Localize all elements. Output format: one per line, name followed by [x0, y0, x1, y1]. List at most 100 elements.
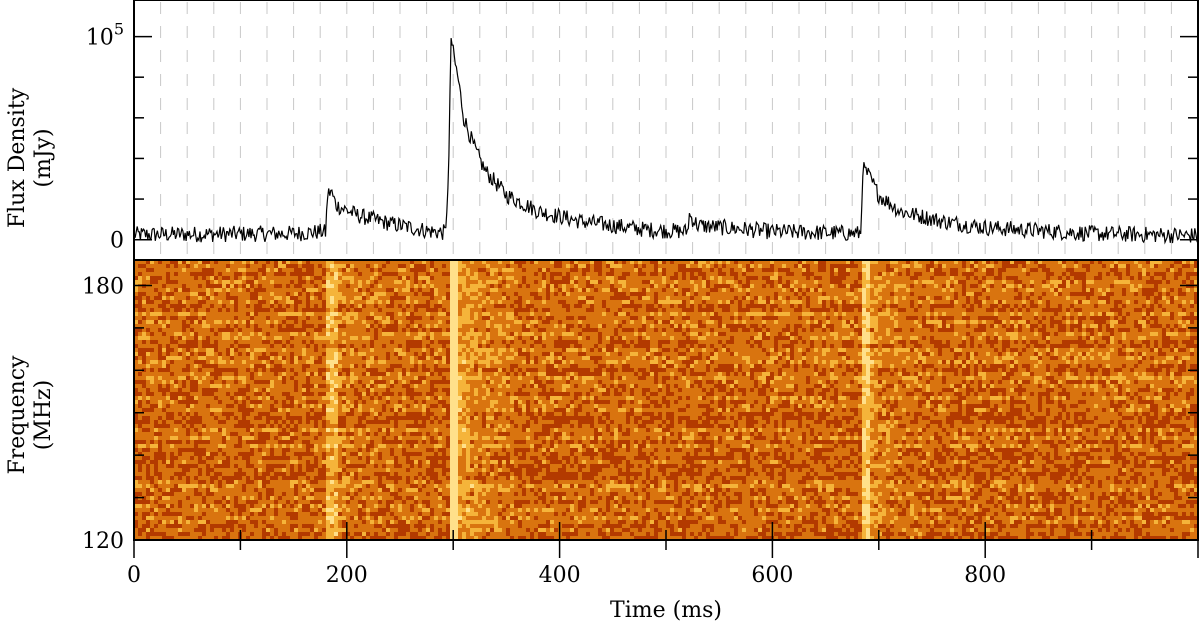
heatmap-cell [386, 476, 390, 480]
heatmap-cell [246, 268, 250, 272]
heatmap-cell [150, 524, 154, 528]
heatmap-cell [390, 392, 394, 396]
heatmap-cell [306, 280, 310, 284]
heatmap-cell [170, 512, 174, 516]
heatmap-cell [306, 304, 310, 308]
heatmap-cell [290, 500, 294, 504]
heatmap-cell [326, 400, 330, 404]
heatmap-cell [142, 400, 146, 404]
heatmap-cell [218, 360, 222, 364]
heatmap-cell [286, 344, 290, 348]
heatmap-cell [254, 444, 258, 448]
heatmap-cell [398, 420, 402, 424]
heatmap-cell [350, 368, 354, 372]
heatmap-cell [158, 512, 162, 516]
heatmap-cell [282, 456, 286, 460]
heatmap-cell [314, 480, 318, 484]
heatmap-cell [226, 356, 230, 360]
heatmap-cell [290, 432, 294, 436]
heatmap-cell [366, 512, 370, 516]
heatmap-cell [242, 404, 246, 408]
heatmap-cell [234, 476, 238, 480]
heatmap-cell [182, 504, 186, 508]
heatmap-cell [394, 412, 398, 416]
heatmap-cell [142, 472, 146, 476]
heatmap-cell [398, 488, 402, 492]
heatmap-cell [394, 336, 398, 340]
heatmap-cell [402, 304, 406, 308]
heatmap-cell [150, 320, 154, 324]
heatmap-cell [274, 408, 278, 412]
heatmap-cell [286, 332, 290, 336]
heatmap-cell [310, 292, 314, 296]
flux-ytick-label: 0 [110, 229, 124, 254]
heatmap-cell [322, 272, 326, 276]
heatmap-cell [278, 436, 282, 440]
heatmap-cell [218, 320, 222, 324]
heatmap-cell [150, 308, 154, 312]
heatmap-cell [350, 336, 354, 340]
heatmap-cell [222, 276, 226, 280]
heatmap-cell [346, 472, 350, 476]
heatmap-cell [238, 312, 242, 316]
heatmap-cell [394, 480, 398, 484]
heatmap-cell [334, 312, 338, 316]
heatmap-cell [322, 268, 326, 272]
heatmap-cell [406, 484, 410, 488]
heatmap-cell [370, 288, 374, 292]
heatmap-cell [154, 372, 158, 376]
heatmap-cell [362, 296, 366, 300]
heatmap-cell [166, 412, 170, 416]
heatmap-cell [306, 508, 310, 512]
heatmap-cell [314, 396, 318, 400]
heatmap-cell [222, 300, 226, 304]
heatmap-cell [330, 456, 334, 460]
heatmap-cell [382, 536, 386, 540]
heatmap-cell [358, 508, 362, 512]
heatmap-cell [302, 396, 306, 400]
heatmap-cell [242, 452, 246, 456]
heatmap-cell [246, 284, 250, 288]
heatmap-cell [146, 388, 150, 392]
heatmap-cell [154, 500, 158, 504]
heatmap-cell [290, 444, 294, 448]
heatmap-cell [230, 520, 234, 524]
heatmap-cell [226, 448, 230, 452]
heatmap-cell [218, 312, 222, 316]
heatmap-cell [358, 496, 362, 500]
heatmap-cell [390, 532, 394, 536]
heatmap-cell [302, 464, 306, 468]
heatmap-cell [414, 304, 418, 308]
heatmap-cell [342, 340, 346, 344]
heatmap-cell [290, 464, 294, 468]
heatmap-cell [270, 304, 274, 308]
heatmap-cell [178, 536, 182, 540]
heatmap-cell [394, 372, 398, 376]
heatmap-cell [278, 484, 282, 488]
heatmap-cell [150, 260, 154, 264]
heatmap-cell [330, 292, 334, 296]
heatmap-cell [334, 476, 338, 480]
heatmap-cell [134, 524, 138, 528]
heatmap-cell [330, 408, 334, 412]
heatmap-cell [174, 432, 178, 436]
heatmap-cell [402, 472, 406, 476]
heatmap-cell [186, 436, 190, 440]
heatmap-cell [338, 492, 342, 496]
heatmap-cell [334, 260, 338, 264]
heatmap-cell [278, 372, 282, 376]
heatmap-cell [214, 300, 218, 304]
heatmap-cell [270, 336, 274, 340]
heatmap-cell [242, 340, 246, 344]
heatmap-cell [134, 488, 138, 492]
heatmap-cell [234, 292, 238, 296]
heatmap-cell [286, 268, 290, 272]
heatmap-cell [190, 428, 194, 432]
heatmap-cell [330, 492, 334, 496]
heatmap-cell [254, 424, 258, 428]
heatmap-cell [374, 284, 378, 288]
heatmap-cell [382, 260, 386, 264]
heatmap-cell [234, 280, 238, 284]
heatmap-cell [174, 528, 178, 532]
heatmap-cell [314, 392, 318, 396]
